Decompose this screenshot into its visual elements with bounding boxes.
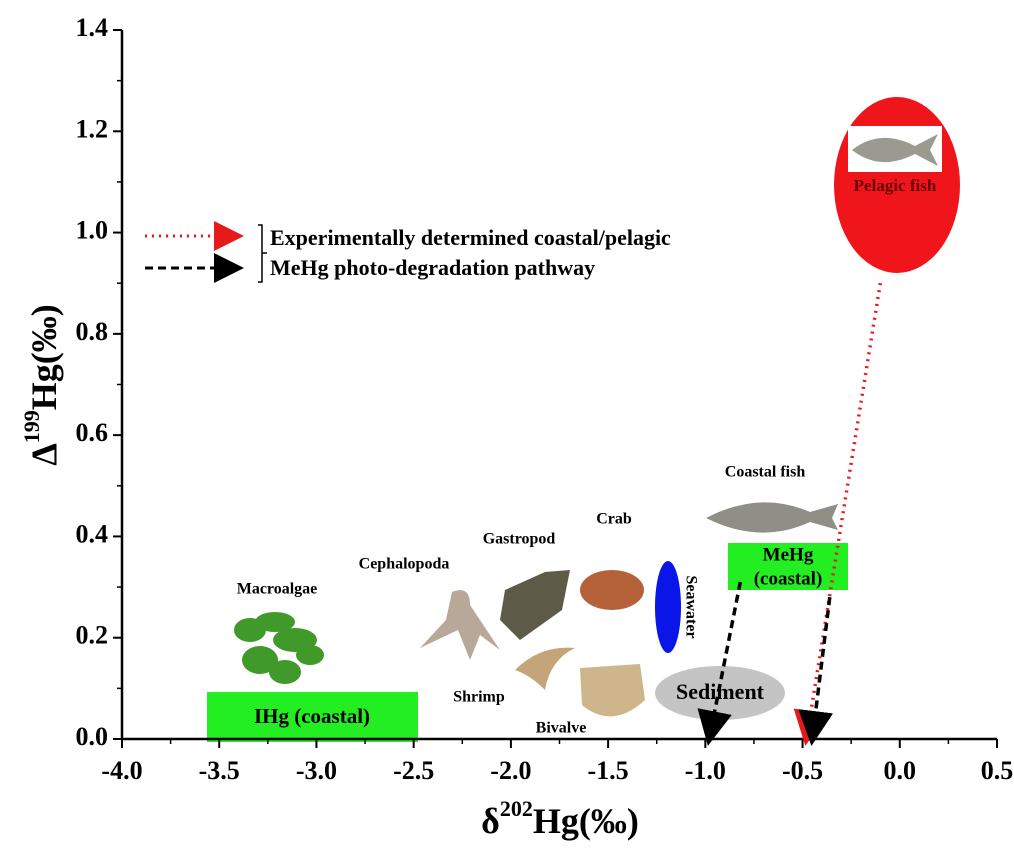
label-ihg: IHg (coastal) xyxy=(254,704,370,728)
label-coastal-fish: Coastal fish xyxy=(725,464,806,481)
y-tick-label: 1.4 xyxy=(76,13,109,42)
bivalve-icon xyxy=(580,664,645,716)
y-tick-label: 1.2 xyxy=(76,114,109,143)
x-tick-label: -2.5 xyxy=(393,756,434,785)
crab-icon xyxy=(580,570,644,610)
cephalopoda-icon xyxy=(420,590,500,660)
chart: δ202Hg(‰) Δ199Hg(‰) -4.0-3.5-3.0-2.5-2.0… xyxy=(0,0,1014,849)
label-sediment: Sediment xyxy=(676,679,765,704)
label-cephalopoda: Cephalopoda xyxy=(359,556,450,573)
x-label-symbol: δ xyxy=(481,801,500,841)
x-label-rest: Hg(‰) xyxy=(533,801,639,841)
shrimp-icon xyxy=(515,648,575,690)
label-macroalgae: Macroalgae xyxy=(237,581,318,598)
legend-text: MeHg photo-degradation pathway xyxy=(270,255,595,280)
x-axis-label: δ202Hg(‰) xyxy=(481,796,639,841)
x-tick-label: -2.0 xyxy=(490,756,531,785)
x-tick-label: -4.0 xyxy=(101,756,142,785)
y-label-symbol: Δ xyxy=(24,443,64,466)
label-mehg: MeHg xyxy=(763,544,814,565)
label-seawater: Seawater xyxy=(682,575,699,638)
label-bivalve: Bivalve xyxy=(536,720,587,737)
x-tick-label: 0.0 xyxy=(884,756,917,785)
y-axis-label: Δ199Hg(‰) xyxy=(19,304,64,466)
x-tick-label: 0.5 xyxy=(981,756,1014,785)
label-crab: Crab xyxy=(596,511,632,528)
macroalgae-icon xyxy=(234,612,324,684)
label-shrimp: Shrimp xyxy=(453,689,505,706)
coastal-fish-icon xyxy=(706,502,838,532)
y-label-rest: Hg(‰) xyxy=(24,304,64,410)
x-tick-label: -3.5 xyxy=(199,756,240,785)
legend-text: Experimentally determined coastal/pelagi… xyxy=(270,225,671,250)
gastropod-icon xyxy=(500,570,570,640)
y-tick-label: 0.8 xyxy=(76,317,109,346)
x-label-sup: 202 xyxy=(500,796,533,821)
y-tick-label: 0.0 xyxy=(76,722,109,751)
x-tick-label: -1.5 xyxy=(588,756,629,785)
legend-bracket xyxy=(258,225,267,282)
y-tick-label: 0.4 xyxy=(76,519,109,548)
label-pelagic-fish: Pelagic fish xyxy=(854,176,937,195)
y-tick-label: 0.6 xyxy=(76,418,109,447)
y-label-sup: 199 xyxy=(19,410,44,443)
y-tick-label: 0.2 xyxy=(76,621,109,650)
seawater-region xyxy=(655,561,681,653)
x-tick-label: -1.0 xyxy=(685,756,726,785)
label-mehg-sub: (coastal) xyxy=(754,568,823,589)
label-gastropod: Gastropod xyxy=(483,531,556,548)
pathway-arrow xyxy=(812,597,830,739)
x-tick-label: -3.0 xyxy=(296,756,337,785)
x-tick-label: -0.5 xyxy=(782,756,823,785)
y-tick-label: 1.0 xyxy=(76,216,109,245)
